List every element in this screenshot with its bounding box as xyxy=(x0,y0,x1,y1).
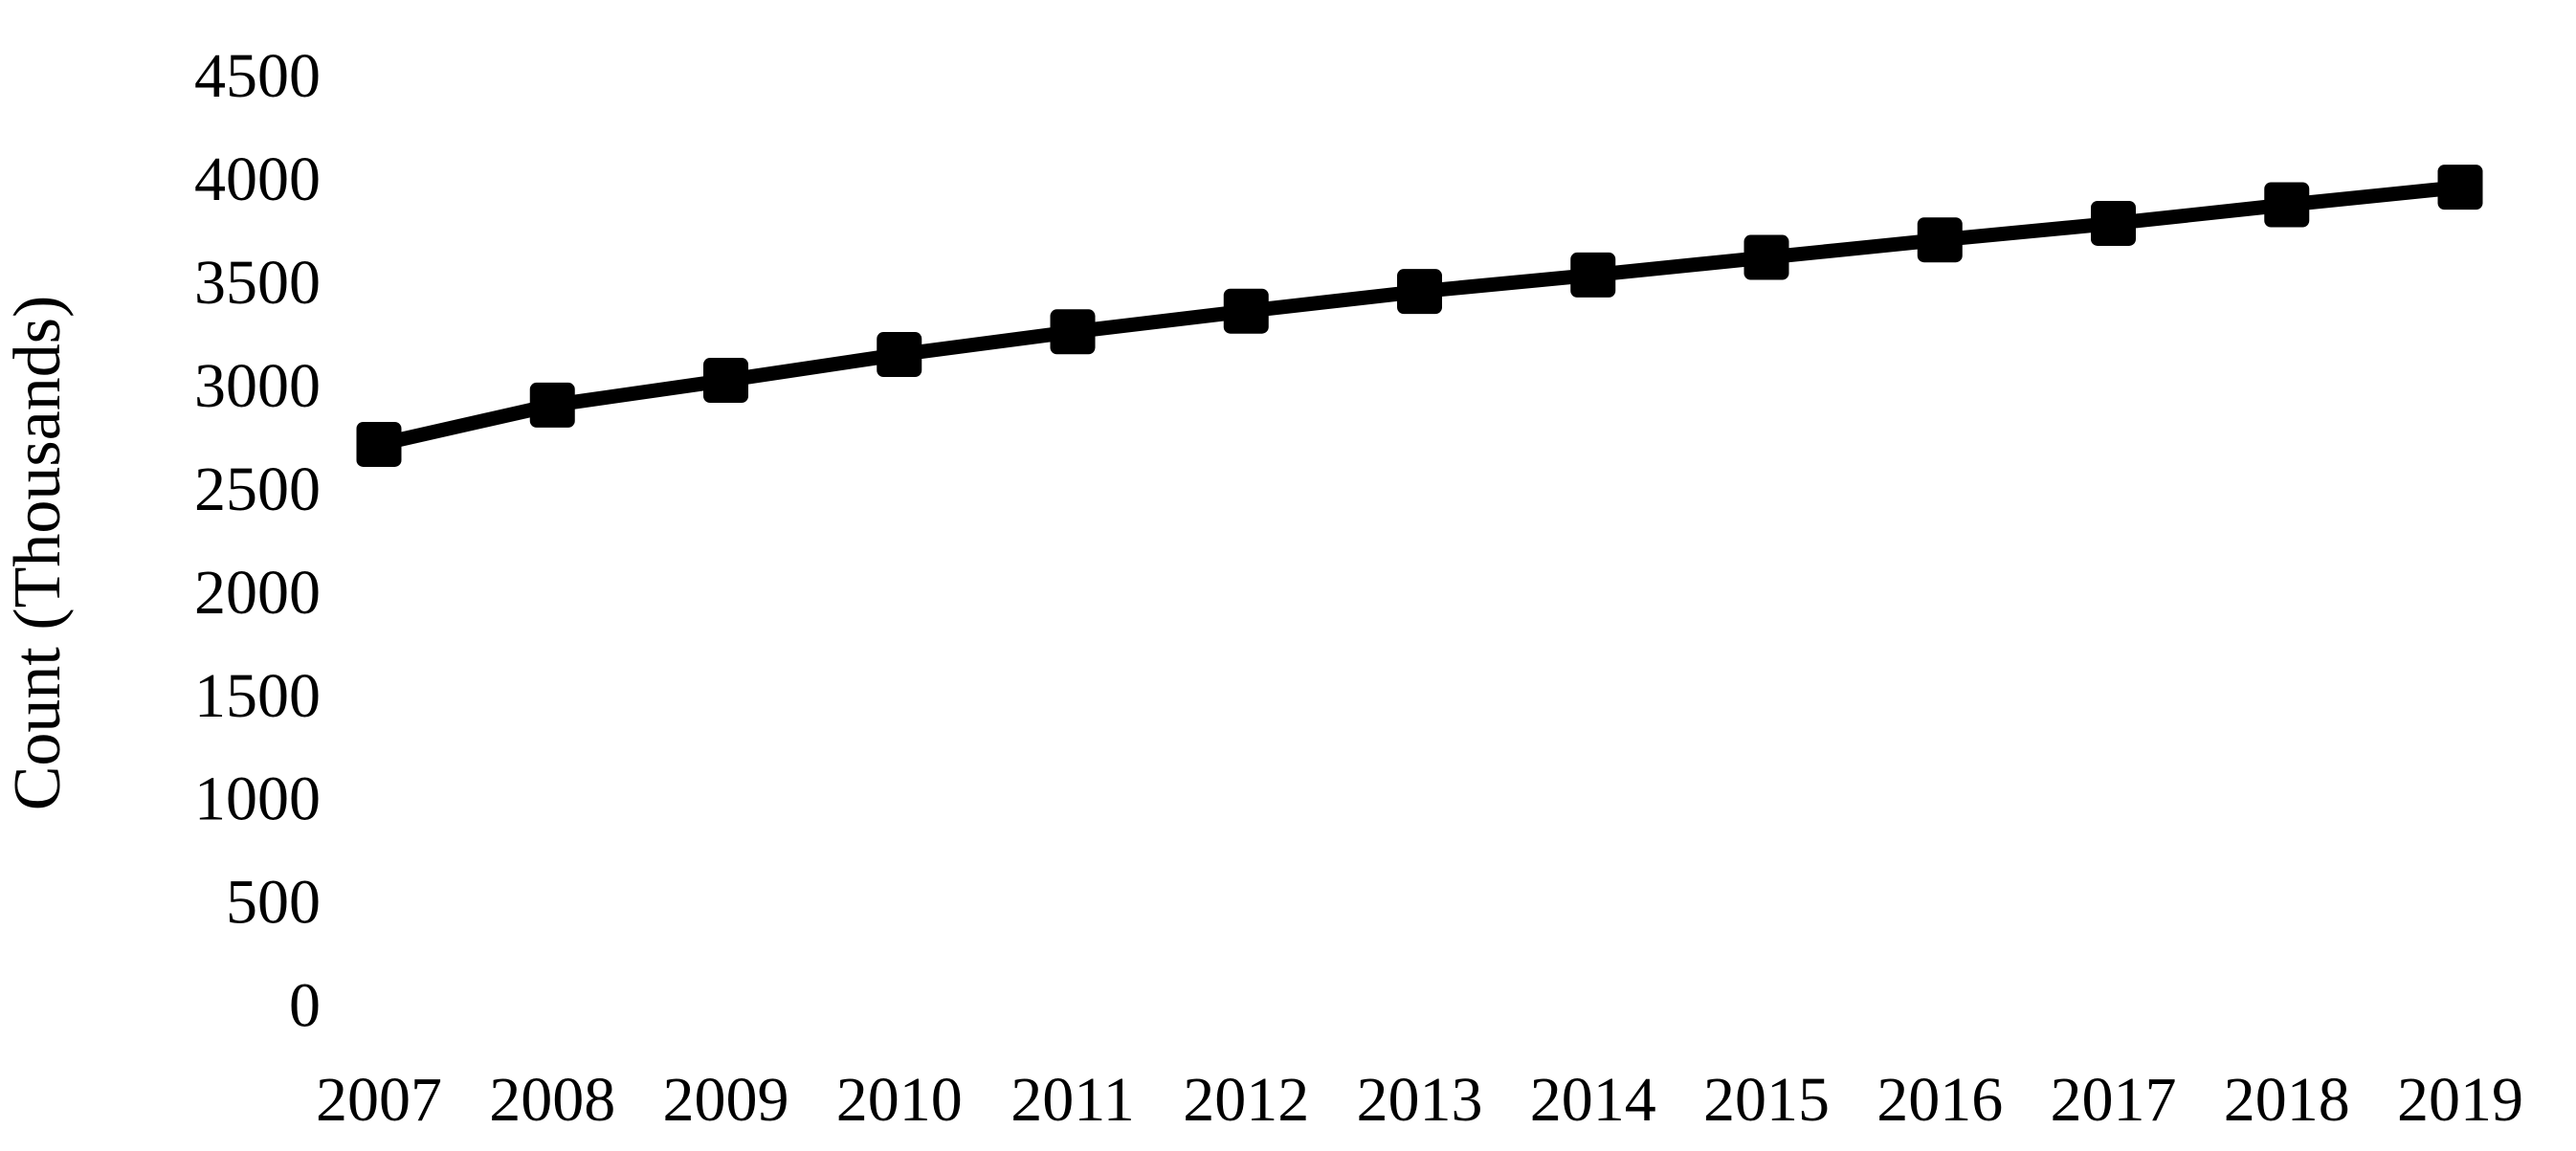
x-tick-label: 2013 xyxy=(1357,1065,1483,1135)
x-tick-label: 2015 xyxy=(1703,1065,1830,1135)
data-point-marker xyxy=(1050,309,1096,355)
data-point-marker xyxy=(1570,252,1616,298)
data-point-marker xyxy=(703,358,748,404)
x-tick-label: 2014 xyxy=(1530,1065,1656,1135)
data-point-marker xyxy=(2264,182,2310,228)
y-tick-label: 4500 xyxy=(194,41,321,111)
x-tick-label: 2010 xyxy=(836,1065,963,1135)
y-tick-label: 500 xyxy=(226,868,321,938)
y-tick-label: 3000 xyxy=(194,351,321,421)
data-point-marker xyxy=(1743,234,1789,280)
data-point-marker xyxy=(2437,165,2483,210)
x-tick-label: 2016 xyxy=(1876,1065,2003,1135)
data-series xyxy=(356,165,2483,467)
x-tick-label: 2007 xyxy=(316,1065,442,1135)
y-axis-title: Count (Thousands) xyxy=(1,296,75,811)
x-tick-label: 2019 xyxy=(2397,1065,2523,1135)
x-tick-label: 2008 xyxy=(489,1065,615,1135)
y-tick-label: 4000 xyxy=(194,144,321,214)
x-tick-label: 2009 xyxy=(663,1065,789,1135)
x-tick-label: 2018 xyxy=(2224,1065,2350,1135)
data-point-marker xyxy=(877,332,922,378)
data-point-marker xyxy=(1917,217,1963,263)
data-point-marker xyxy=(2091,200,2136,246)
y-tick-label: 1500 xyxy=(194,661,321,731)
x-tick-label: 2011 xyxy=(1010,1065,1135,1135)
data-point-marker xyxy=(1397,269,1442,315)
x-axis-tick-labels: 2007 2008 2009 2010 2011 2012 2013 2014 2015 2016… xyxy=(316,1065,2523,1135)
data-point-marker xyxy=(356,421,402,467)
data-point-marker xyxy=(529,382,575,428)
series-line xyxy=(377,180,2461,452)
y-tick-label: 3500 xyxy=(194,248,321,318)
y-tick-label: 2000 xyxy=(194,558,321,628)
x-tick-label: 2012 xyxy=(1183,1065,1309,1135)
x-tick-label: 2017 xyxy=(2051,1065,2177,1135)
y-tick-label: 1000 xyxy=(194,764,321,834)
y-axis-tick-labels: 0 500 1000 1500 2000 2500 3000 3500 4000 4500 xyxy=(194,41,321,1041)
y-tick-label: 0 xyxy=(289,971,321,1041)
y-tick-label: 2500 xyxy=(194,454,321,524)
data-point-marker xyxy=(1223,288,1269,334)
